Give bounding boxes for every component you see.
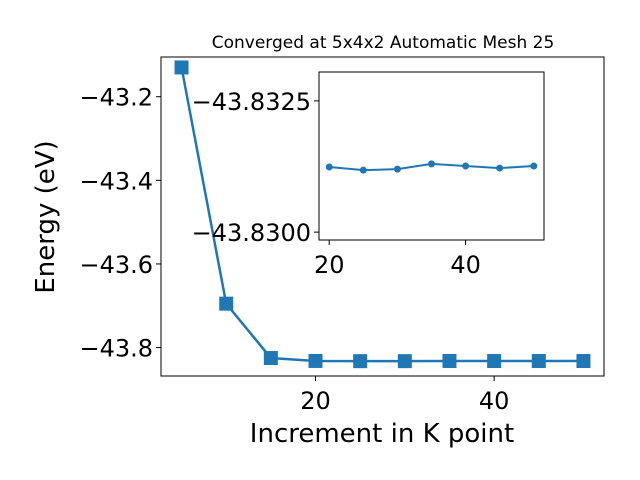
x-tick-label: 40: [450, 251, 481, 279]
y-tick-label: −43.4: [79, 167, 153, 195]
main-y-ticks: −43.2 −43.4 −43.6 −43.8: [79, 84, 161, 363]
main-series-markers: [174, 60, 591, 369]
x-tick-label: 20: [300, 387, 331, 415]
data-point: [174, 60, 189, 75]
y-tick-label: −43.8325: [192, 88, 311, 116]
x-axis-label: Increment in K point: [250, 419, 514, 449]
main-x-ticks: 20 40: [300, 376, 509, 415]
y-axis-label: Energy (eV): [31, 140, 61, 293]
data-point: [397, 354, 412, 369]
y-tick-label: −43.8300: [192, 219, 311, 247]
inset-plot-frame: [318, 71, 545, 241]
y-tick-label: −43.6: [79, 251, 153, 279]
data-point: [219, 296, 234, 311]
data-point: [576, 354, 591, 369]
data-point: [428, 160, 435, 168]
data-point: [496, 164, 504, 172]
x-tick-label: 20: [314, 251, 345, 279]
inset-x-ticks: 20 40: [314, 240, 481, 279]
data-point: [353, 354, 368, 369]
inset-y-ticks: −43.8325 −43.8300: [192, 88, 319, 247]
data-point: [442, 353, 457, 368]
data-point: [531, 354, 546, 369]
main-series-line: [180, 67, 584, 363]
inset-series-markers: [325, 160, 538, 174]
x-tick-label: 40: [479, 387, 510, 415]
data-point: [530, 162, 538, 170]
chart-title: Converged at 5x4x2 Automatic Mesh 25: [212, 33, 555, 53]
data-point: [487, 354, 502, 369]
data-point: [263, 351, 278, 366]
data-point: [462, 162, 470, 170]
data-point: [359, 166, 367, 174]
data-point: [393, 165, 401, 173]
data-point: [325, 163, 333, 171]
main-plot-frame: [160, 56, 605, 377]
data-point: [308, 353, 323, 368]
y-tick-label: −43.8: [79, 335, 153, 363]
y-tick-label: −43.2: [79, 84, 153, 112]
